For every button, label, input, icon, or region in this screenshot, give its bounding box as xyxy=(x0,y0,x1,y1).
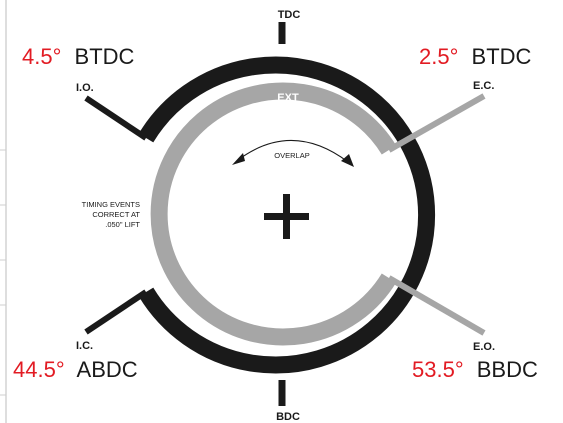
exhaust-close-degrees: 2.5° xyxy=(419,44,458,69)
exhaust-open-degrees: 53.5° xyxy=(412,357,464,382)
overlap-arrowhead-right xyxy=(341,154,354,167)
timing-note-line-2: CORRECT AT xyxy=(92,210,140,219)
tdc-label: TDC xyxy=(278,9,301,21)
exhaust-close-value: 2.5° BTDC xyxy=(419,44,532,69)
crankshaft-center-cross xyxy=(264,194,309,239)
intake-open-arm xyxy=(86,98,146,138)
timing-note-line-1: TIMING EVENTS xyxy=(82,200,140,209)
intake-close-unit: ABDC xyxy=(77,357,138,382)
page-edge-artifact xyxy=(0,0,6,423)
intake-open-value: 4.5° BTDC xyxy=(22,44,135,69)
intake-open-unit: BTDC xyxy=(75,44,135,69)
exhaust-open-value: 53.5° BBDC xyxy=(412,357,538,382)
intake-ring-label: INT xyxy=(279,47,297,59)
timing-note-line-3: .050" LIFT xyxy=(105,220,140,229)
intake-open-label: I.O. xyxy=(76,82,94,94)
intake-close-label: I.C. xyxy=(76,340,93,352)
exhaust-close-label: E.C. xyxy=(473,80,494,92)
exhaust-open-unit: BBDC xyxy=(477,357,538,382)
overlap-label: OVERLAP xyxy=(274,151,309,160)
intake-open-degrees: 4.5° xyxy=(22,44,61,69)
intake-close-degrees: 44.5° xyxy=(13,357,65,382)
overlap-arrowhead-left xyxy=(232,153,245,165)
overlap-indicator: OVERLAP xyxy=(232,140,354,167)
intake-close-arm xyxy=(86,292,146,332)
exhaust-ring-label: EXT xyxy=(277,92,299,104)
exhaust-open-label: E.O. xyxy=(473,341,495,353)
bdc-label: BDC xyxy=(276,411,300,423)
timing-note: TIMING EVENTS CORRECT AT .050" LIFT xyxy=(82,200,141,229)
intake-close-value: 44.5° ABDC xyxy=(13,357,138,382)
exhaust-close-unit: BTDC xyxy=(472,44,532,69)
